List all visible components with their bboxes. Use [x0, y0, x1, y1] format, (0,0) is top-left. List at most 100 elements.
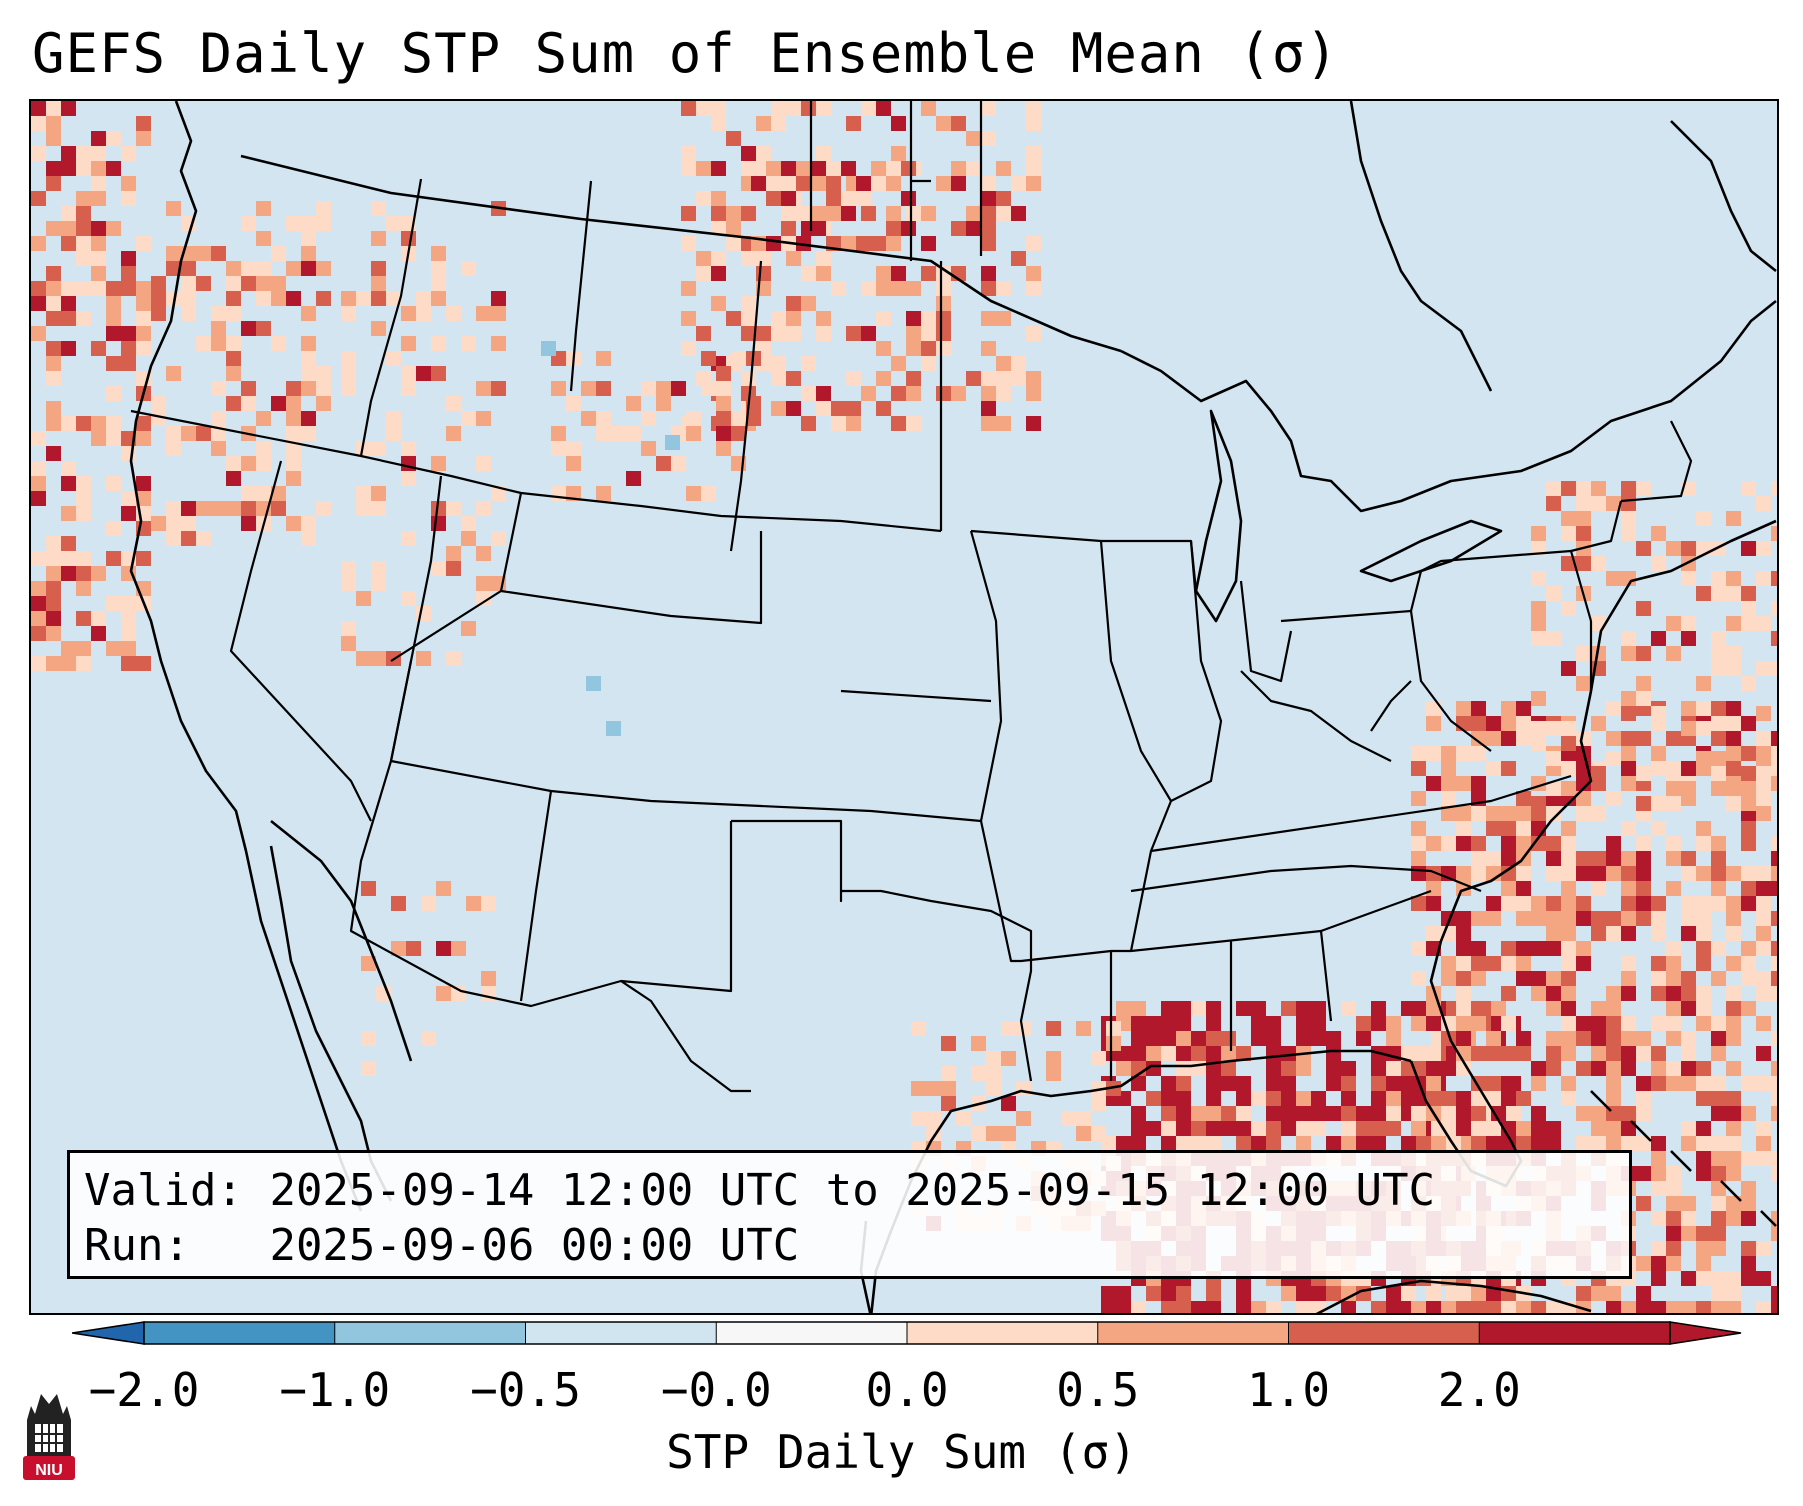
stp-cell [46, 131, 61, 146]
stp-cell [1576, 511, 1591, 526]
stp-cell [1666, 1166, 1681, 1181]
stp-cell [786, 251, 801, 266]
stp-cell [1711, 586, 1726, 601]
stp-cell [1576, 896, 1591, 911]
stp-cell [551, 381, 566, 396]
stp-cell [1591, 716, 1606, 731]
stp-cell [936, 281, 951, 296]
stp-cell [966, 206, 981, 221]
stp-cell [121, 596, 136, 611]
stp-cell [1681, 1031, 1696, 1046]
stp-cell [1666, 941, 1681, 956]
stp-cell [861, 101, 876, 116]
stp-cell [196, 336, 211, 351]
stp-cell [1771, 881, 1777, 896]
stp-cell [626, 426, 641, 441]
stp-cell [1711, 631, 1726, 646]
stp-cell [401, 591, 416, 606]
stp-cell [1386, 1091, 1401, 1106]
stp-cell [1546, 926, 1561, 941]
stp-cell [936, 386, 951, 401]
stp-cell [1561, 896, 1576, 911]
valid-row: Valid: 2025-09-14 12:00 UTC to 2025-09-1… [84, 1163, 1629, 1218]
stp-cell [1206, 1031, 1221, 1046]
stp-cell [801, 296, 816, 311]
stp-cell [1696, 941, 1711, 956]
stp-cell [1501, 956, 1516, 971]
stp-cell [1026, 281, 1041, 296]
stp-cell [136, 656, 151, 671]
stp-cell [1486, 956, 1501, 971]
stp-cell [1666, 731, 1681, 746]
stp-cell [1426, 866, 1441, 881]
stp-cell [1356, 1121, 1371, 1136]
stp-cell [301, 351, 316, 366]
stp-cell [681, 311, 696, 326]
stp-cell [1591, 926, 1606, 941]
stp-cell [61, 476, 76, 491]
stp-cell [386, 216, 401, 231]
stp-cell [476, 306, 491, 321]
stp-cell [1606, 1286, 1621, 1301]
stp-cell [1101, 1286, 1116, 1301]
stp-cell [301, 426, 316, 441]
stp-cell [241, 276, 256, 291]
stp-cell [286, 471, 301, 486]
stp-cell [1016, 1081, 1031, 1096]
colorbar-under-arrow [72, 1321, 145, 1345]
stp-cell [1116, 1286, 1131, 1301]
stp-cell [1771, 911, 1777, 926]
stp-cell [1411, 866, 1426, 881]
stp-cell [1326, 1076, 1341, 1091]
stp-cell [1176, 1121, 1191, 1136]
stp-cell [341, 621, 356, 636]
stp-cell [1026, 416, 1041, 431]
stp-cell [756, 146, 771, 161]
stp-cell [1176, 1286, 1191, 1301]
stp-cell [951, 386, 966, 401]
stp-cell [31, 431, 46, 446]
stp-cell [1531, 836, 1546, 851]
stp-cell [1771, 941, 1777, 956]
stp-cell [211, 441, 226, 456]
stp-cell [446, 651, 461, 666]
stp-cell [1091, 1096, 1106, 1111]
stp-cell [136, 296, 151, 311]
stp-cell [876, 401, 891, 416]
stp-cell [1651, 631, 1666, 646]
stp-cell [846, 401, 861, 416]
stp-cell [1501, 761, 1516, 776]
stp-cell [1621, 971, 1636, 986]
stp-cell [701, 381, 716, 396]
stp-cell [1426, 776, 1441, 791]
stp-cell [301, 216, 316, 231]
stp-cell [1176, 1016, 1191, 1031]
stp-cell [711, 266, 726, 281]
stp-cell [766, 161, 781, 176]
stp-cell [1726, 761, 1741, 776]
stp-cell [1591, 496, 1606, 511]
stp-cell [1501, 1301, 1516, 1313]
stp-cell [1696, 701, 1711, 716]
stp-cell [1726, 956, 1741, 971]
stp-cell [1756, 1301, 1771, 1313]
stp-cell [91, 251, 106, 266]
stp-cell [1206, 1121, 1221, 1136]
stp-cell [716, 441, 731, 456]
stp-cell [1591, 766, 1606, 781]
stp-cell [1221, 1046, 1236, 1061]
stp-cell [726, 311, 741, 326]
stp-cell [286, 261, 301, 276]
stp-cell [831, 416, 846, 431]
stp-cell [1441, 1091, 1456, 1106]
stp-cell [1621, 986, 1636, 1001]
stp-cell [1711, 1211, 1726, 1226]
stp-cell [1411, 1091, 1426, 1106]
stp-cell [1326, 1136, 1341, 1151]
stp-cell [1681, 1226, 1696, 1241]
stp-cell [1266, 1046, 1281, 1061]
stp-cell [1191, 1001, 1206, 1016]
stp-cell [1116, 1061, 1131, 1076]
stp-cell [1161, 1031, 1176, 1046]
stp-cell [1456, 836, 1471, 851]
